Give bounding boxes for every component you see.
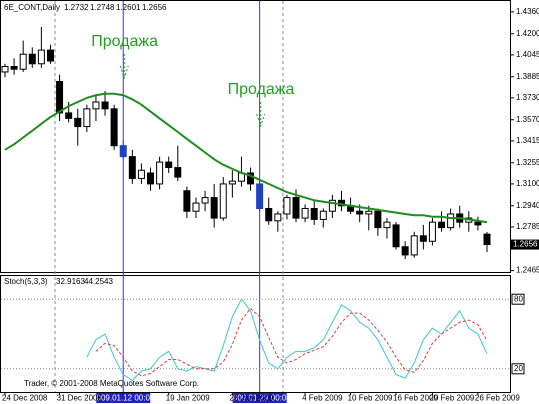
candle-body [210,197,218,219]
candle-body [147,172,155,185]
candle-body [256,183,264,210]
candle-body [156,161,164,185]
candle-body [74,117,82,128]
candle-body [301,208,309,219]
candle-body [365,210,373,215]
y-tick-label: 1.2465 [516,266,539,275]
annotation: Продажа [228,81,295,98]
candle-body [292,197,300,219]
y-tick-label: 1.4360 [516,7,539,16]
x-tick-label: 16 Feb 2009 [393,394,438,403]
candle-body [310,208,318,220]
y-tick-label: 1.3415 [516,136,539,145]
marker-label-bg [232,393,287,403]
candle-body [274,213,282,222]
y-tick-label: 1.3730 [516,93,539,102]
stoch-line [95,307,488,377]
candle-body [247,172,255,185]
ohlc-close: 1.2656 [142,3,167,12]
candle-body [374,210,382,229]
candle-body [328,199,336,212]
candle-body [137,169,145,179]
candle-body [483,233,491,246]
x-tick-label: 10 Feb 2009 [348,394,393,403]
candle-body [19,53,27,70]
candle-body [110,108,118,147]
candle-body [192,202,200,212]
y-tick-label: 1.2785 [516,222,539,231]
candle-body [101,101,109,110]
stoch-title: Stoch(5,3,3) [4,277,48,286]
annotation-arrow [256,102,266,128]
candle-body [447,213,455,229]
y-tick-label: 20 [514,364,523,373]
annotation-arrow [119,54,129,80]
stoch-main: 32.9163 [56,277,85,286]
chart-title: 6E_CONT,Daily [4,3,60,12]
y-tick-label: 1.3255 [516,158,539,167]
y-tick-label: 1.2940 [516,201,539,210]
y-tick-label: 1.3885 [516,72,539,81]
candle-body [219,183,227,219]
ohlc-high: 1.2748 [90,3,115,12]
y-tick-label: 1.3570 [516,115,539,124]
stoch-signal: 44.2543 [84,277,113,286]
stoch-line [86,298,488,382]
ohlc-open: 1.2732 [64,3,89,12]
candle-body [37,49,45,65]
level-label-bg [511,293,525,305]
candle-body [56,81,64,114]
candle-body [428,221,436,242]
annotation: Продажа [91,33,158,50]
y-tick-label: 1.4045 [516,50,539,59]
x-tick-label: 26 Feb 2009 [475,394,520,403]
candle-body [438,221,446,229]
candle-body [165,161,173,169]
x-tick-label: 23 Jan 2009 [229,394,274,403]
x-tick-label: 31 Dec 2008 [57,394,103,403]
candle-body [92,101,100,110]
candle-body [174,167,182,178]
x-tick-label: 24 Dec 2008 [2,394,48,403]
ohlc-low: 1.2601 [116,3,141,12]
y-tick-label: 1.3100 [516,179,539,188]
candle-body [401,246,409,256]
candle-body [419,235,427,242]
candle-body [228,180,236,185]
price-label-bg [511,239,539,250]
candle-body [119,145,127,158]
candle-body [356,210,364,215]
footer: Trader, © 2001-2008 MetaQuotes Software … [24,379,199,388]
candle-body [383,221,391,229]
candle-body [474,221,482,226]
candle-body [319,210,327,220]
x-tick-label: 20 Feb 2009 [429,394,474,403]
marker-label: 2009.01.12 00:00 [92,394,155,403]
y-tick-label: 1.4200 [516,29,539,38]
moving-average [4,92,488,224]
candle-body [1,65,9,73]
level-label-bg [511,363,525,375]
marker-label-bg [96,393,151,403]
x-tick-label: 4 Feb 2009 [302,394,343,403]
candle-body [183,190,191,212]
price-label: 1.2656 [513,240,538,249]
candle-body [46,49,54,62]
candle-body [265,208,273,222]
candle-body [392,224,400,248]
candle-body [10,65,18,70]
candle-body [410,235,418,256]
candle-body [283,197,291,215]
x-tick-label: 19 Jan 2009 [166,394,211,403]
candle-body [65,112,73,119]
marker-label: 2009.01.29 00:00 [229,394,292,403]
y-tick-label: 80 [514,294,523,303]
candle-body [128,156,136,179]
candle-body [28,53,36,65]
candle-body [201,197,209,204]
candle-body [83,108,91,128]
